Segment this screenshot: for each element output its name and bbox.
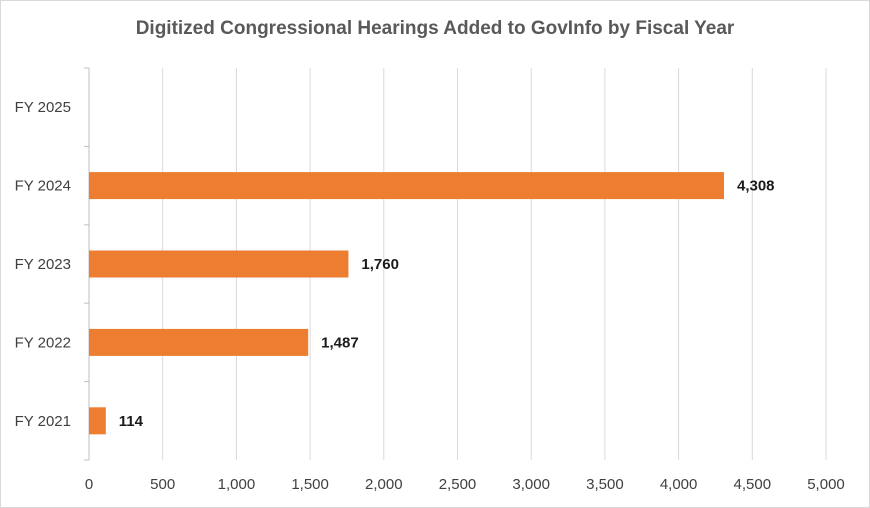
x-tick-label: 4,000 <box>660 476 698 493</box>
data-label: 1,487 <box>321 334 359 351</box>
category-label: FY 2021 <box>15 413 71 430</box>
data-label: 1,760 <box>361 256 399 273</box>
bars <box>89 172 724 435</box>
x-tick-label: 2,000 <box>365 476 403 493</box>
x-tick-label: 500 <box>150 476 175 493</box>
x-tick-label: 1,000 <box>218 476 256 493</box>
x-tick-label: 4,500 <box>734 476 772 493</box>
x-tick-label: 5,000 <box>807 476 845 493</box>
bar <box>89 407 106 435</box>
axes: 0 500 1,000 1,500 2,000 2,500 3,000 3,500 4,000 4… <box>84 67 845 493</box>
data-label: 114 <box>119 413 144 430</box>
category-label: FY 2025 <box>15 99 71 116</box>
category-label: FY 2024 <box>15 178 71 195</box>
x-tick-label: 2,500 <box>439 476 477 493</box>
bar <box>89 328 309 356</box>
x-tick-label: 0 <box>85 476 93 493</box>
category-label: FY 2022 <box>15 334 71 351</box>
bar <box>89 172 724 200</box>
x-tick-label: 1,500 <box>291 476 329 493</box>
bar <box>89 250 349 278</box>
x-tick-label: 3,000 <box>512 476 550 493</box>
labels: FY 2021 114 FY 2022 1,487 FY 2023 1,760 FY 202… <box>15 99 775 430</box>
x-tick-label: 3,500 <box>586 476 624 493</box>
data-label: 4,308 <box>737 178 775 195</box>
category-label: FY 2023 <box>15 256 71 273</box>
chart-title: Digitized Congressional Hearings Added t… <box>135 18 735 39</box>
